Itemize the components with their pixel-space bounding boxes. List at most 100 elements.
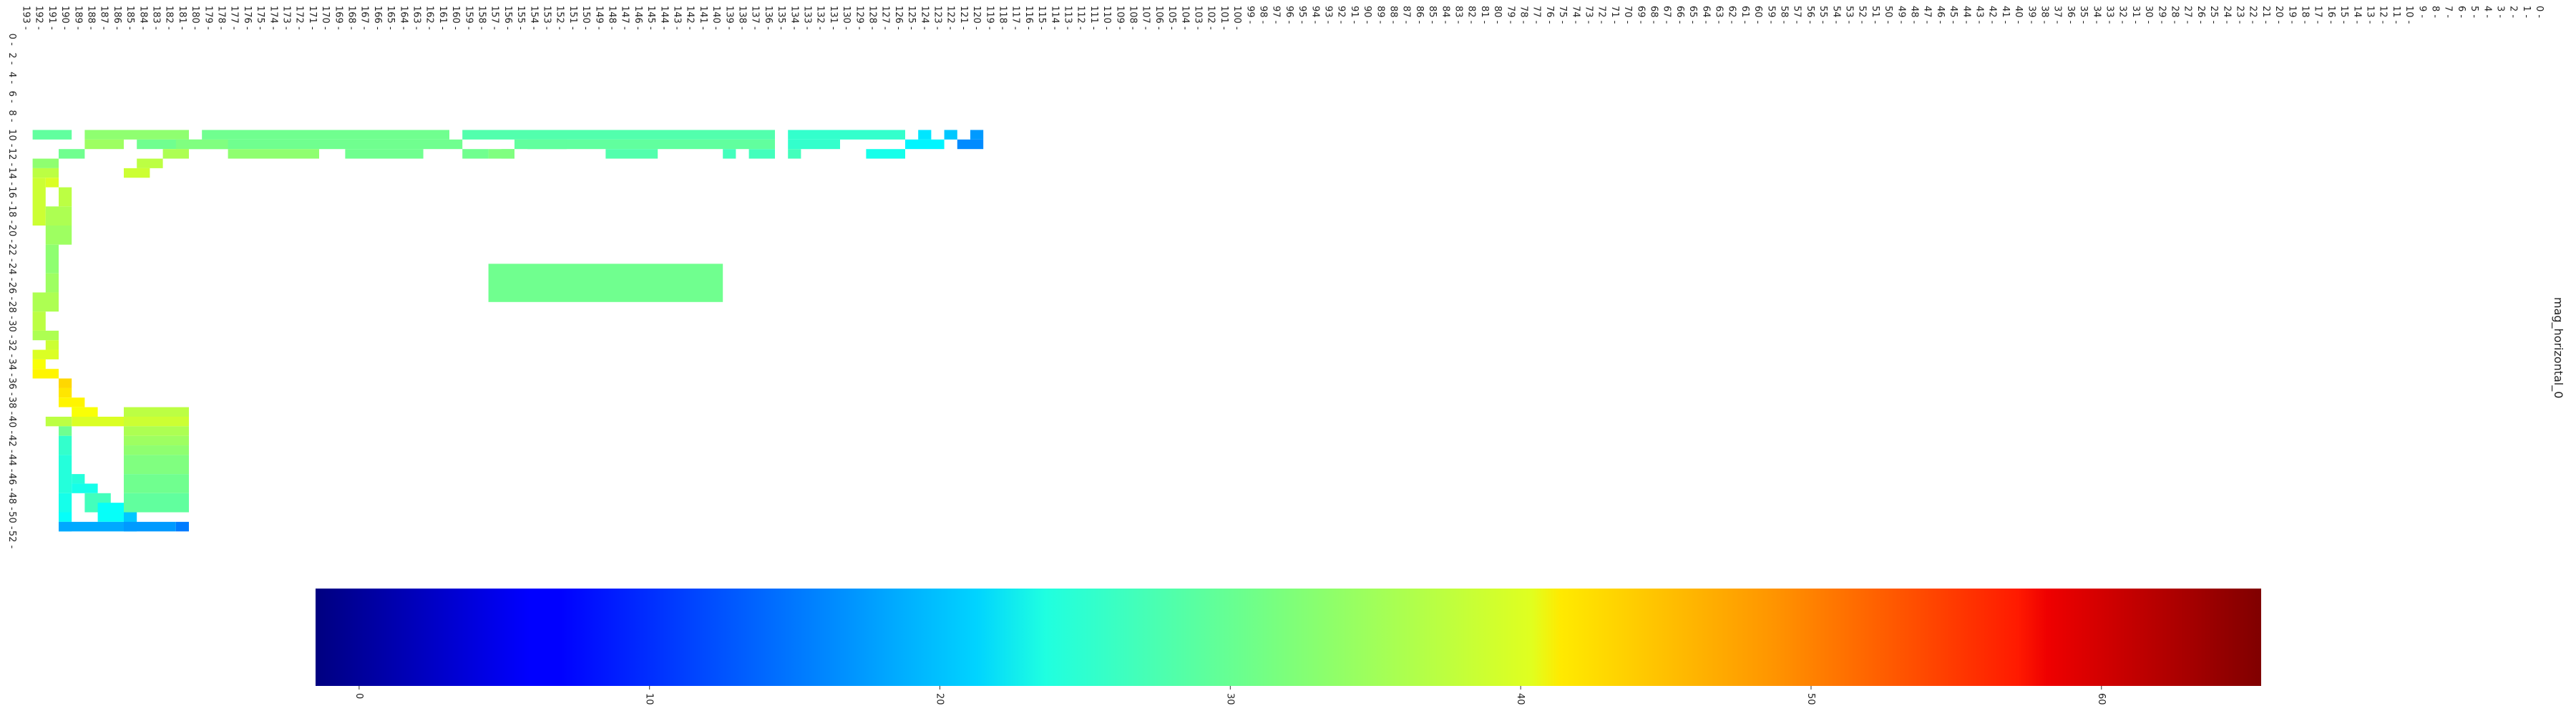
column-tick-label: 38 -	[6, 397, 17, 415]
column-tick-label: 0 -	[6, 34, 17, 46]
row-tick-label: 2 -	[2508, 6, 2519, 18]
row-tick-label: 52 -	[1857, 6, 1868, 24]
row-tick-label: 133 -	[802, 6, 813, 30]
row-tick-label: 43 -	[1974, 6, 1985, 24]
row-tick-label: 152 -	[555, 6, 565, 30]
row-tick-label: 108 -	[1128, 6, 1138, 30]
colorbar-tick-label: 10	[644, 693, 655, 705]
row-tick-label: 26 -	[2195, 6, 2206, 24]
row-tick-label: 40 -	[2013, 6, 2024, 24]
row-tick-label: 64 -	[1700, 6, 1711, 24]
heatmap-cell	[723, 149, 736, 159]
row-tick-label: 83 -	[1453, 6, 1464, 24]
colorbar-tick-label: 20	[935, 693, 945, 705]
row-tick-label: 86 -	[1414, 6, 1425, 24]
heatmap-cell	[137, 158, 163, 168]
heatmap-cell	[124, 417, 189, 427]
heatmap-cell	[59, 493, 72, 513]
row-tick-label: 60 -	[1752, 6, 1763, 24]
column-tick-label: 14 -	[6, 168, 17, 186]
row-tick-label: 22 -	[2248, 6, 2258, 24]
row-tick-label: 39 -	[2026, 6, 2036, 24]
row-tick-label: 27 -	[2182, 6, 2193, 24]
heatmap-cell	[72, 474, 85, 484]
row-tick-label: 148 -	[607, 6, 618, 30]
row-tick-label: 57 -	[1792, 6, 1802, 24]
row-tick-label: 54 -	[1830, 6, 1841, 24]
row-tick-label: 7 -	[2443, 6, 2454, 18]
row-tick-label: 14 -	[2351, 6, 2362, 24]
heatmap-cell	[124, 407, 189, 417]
row-tick-label: 176 -	[242, 6, 253, 30]
row-tick-label: 107 -	[1141, 6, 1151, 30]
row-tick-label: 42 -	[1987, 6, 1998, 24]
row-tick-label: 15 -	[2338, 6, 2349, 24]
row-tick-label: 50 -	[1883, 6, 1893, 24]
heatmap-cell	[32, 359, 46, 369]
row-tick-label: 66 -	[1674, 6, 1685, 24]
row-tick-label: 144 -	[658, 6, 669, 30]
row-tick-label: 141 -	[698, 6, 708, 30]
row-tick-label: 140 -	[711, 6, 721, 30]
heatmap-cell	[84, 139, 124, 150]
row-tick-label: 91 -	[1349, 6, 1360, 24]
row-tick-label: 37 -	[2052, 6, 2063, 24]
row-tick-label: 111 -	[1088, 6, 1099, 30]
row-tick-label: 70 -	[1622, 6, 1633, 24]
row-tick-label: 61 -	[1740, 6, 1750, 24]
colorbar-ticks: 0 10 20 30 40 50 60	[353, 686, 2107, 705]
row-tick-label: 177 -	[229, 6, 240, 30]
row-tick-label: 135 -	[776, 6, 786, 30]
row-tick-label: 78 -	[1518, 6, 1529, 24]
heatmap-cell	[124, 455, 189, 475]
row-tick-label: 32 -	[2117, 6, 2128, 24]
row-tick-label: 3 -	[2495, 6, 2506, 18]
row-tick-label: 72 -	[1596, 6, 1607, 24]
row-tick-label: 184 -	[137, 6, 148, 30]
column-tick-label: 36 -	[6, 377, 17, 396]
row-tick-label: 73 -	[1584, 6, 1594, 24]
row-tick-label: 149 -	[593, 6, 604, 30]
row-tick-label: 92 -	[1336, 6, 1347, 24]
heatmap-cell	[59, 435, 72, 455]
column-tick-label: 24 -	[6, 263, 17, 281]
heatmap-cell	[32, 178, 46, 226]
row-tick-label: 28 -	[2170, 6, 2180, 24]
column-tick-label: 50 -	[6, 511, 17, 530]
row-tick-label: 151 -	[567, 6, 578, 30]
row-tick-label: 38 -	[2039, 6, 2050, 24]
row-tick-label: 130 -	[841, 6, 852, 30]
row-tick-label: 113 -	[1063, 6, 1073, 30]
heatmap-cell	[32, 311, 46, 331]
heatmap-cell	[59, 397, 85, 407]
row-tick-label: 69 -	[1635, 6, 1646, 24]
column-tick-label: 34 -	[6, 359, 17, 377]
row-tick-label: 81 -	[1479, 6, 1490, 24]
row-tick-label: 25 -	[2208, 6, 2219, 24]
row-tick-label: 143 -	[672, 6, 683, 30]
row-tick-label: 5 -	[2469, 6, 2479, 18]
column-tick-label: 30 -	[6, 320, 17, 339]
row-tick-label: 76 -	[1544, 6, 1555, 24]
column-tick-label: 10 -	[6, 129, 17, 147]
heatmap-cell	[32, 130, 72, 140]
row-tick-label: 193 -	[21, 6, 31, 30]
row-tick-label: 58 -	[1779, 6, 1790, 24]
colorbar-tick-label: 0	[353, 693, 364, 699]
column-tick-label: 48 -	[6, 492, 17, 511]
row-tick-label: 186 -	[112, 6, 122, 30]
row-tick-label: 175 -	[255, 6, 265, 30]
row-tick-label: 96 -	[1284, 6, 1294, 24]
row-tick-label: 190 -	[59, 6, 70, 30]
row-tick-label: 10 -	[2404, 6, 2414, 24]
row-tick-label: 75 -	[1557, 6, 1568, 24]
row-tick-label: 146 -	[633, 6, 643, 30]
heatmap-cell	[918, 130, 932, 140]
column-tick-label: 16 -	[6, 186, 17, 205]
row-tick-label: 12 -	[2378, 6, 2389, 24]
heatmap-cell	[527, 139, 775, 150]
row-tick-label: 34 -	[2091, 6, 2102, 24]
heatmap-cell	[957, 139, 984, 150]
row-tick-label: 189 -	[72, 6, 83, 30]
heatmap-cell	[462, 130, 775, 140]
